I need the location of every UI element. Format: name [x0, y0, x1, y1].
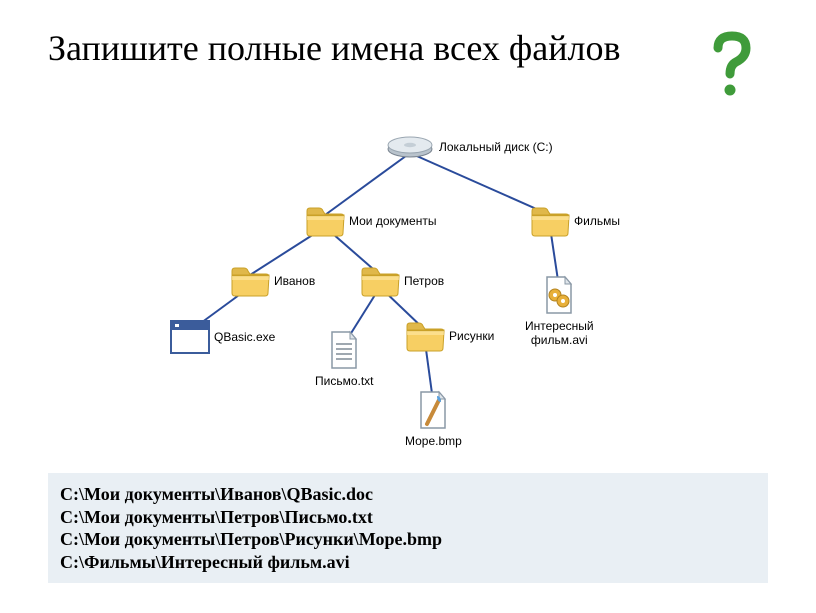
node-label: Петров — [404, 274, 444, 288]
node-film: Интересныйфильм.avi — [525, 275, 594, 347]
file-tree-diagram: Локальный диск (C:) Мои документы Фильмы Ив… — [150, 135, 690, 475]
node-label: Локальный диск (C:) — [439, 140, 553, 154]
node-petrov: Петров — [360, 265, 444, 297]
node-ivanov: Иванов — [230, 265, 315, 297]
node-pics: Рисунки — [405, 320, 494, 352]
txt-icon — [328, 330, 360, 370]
node-more: Море.bmp — [405, 390, 462, 448]
node-label: Море.bmp — [405, 434, 462, 448]
folder-icon — [230, 265, 270, 297]
node-qbasic: QBasic.exe — [170, 320, 275, 354]
exe-icon — [170, 320, 210, 354]
bmp-icon — [417, 390, 449, 430]
disk-icon — [385, 135, 435, 159]
node-label: Рисунки — [449, 329, 494, 343]
node-label: Фильмы — [574, 214, 620, 228]
node-docs: Мои документы — [305, 205, 436, 237]
avi-icon — [543, 275, 575, 315]
node-label: Иванов — [274, 274, 315, 288]
folder-icon — [360, 265, 400, 297]
answers-panel: C:\Мои документы\Иванов\QBasic.docC:\Мои… — [48, 473, 768, 583]
page-title: Запишите полные имена всех файлов — [48, 28, 620, 69]
node-films: Фильмы — [530, 205, 620, 237]
node-label: Интересныйфильм.avi — [525, 319, 594, 347]
node-label: QBasic.exe — [214, 330, 275, 344]
folder-icon — [530, 205, 570, 237]
node-root: Локальный диск (C:) — [385, 135, 553, 159]
node-letter: Письмо.txt — [315, 330, 374, 388]
folder-icon — [405, 320, 445, 352]
folder-icon — [305, 205, 345, 237]
question-mark-icon — [706, 30, 756, 100]
node-label: Письмо.txt — [315, 374, 374, 388]
node-label: Мои документы — [349, 214, 436, 228]
